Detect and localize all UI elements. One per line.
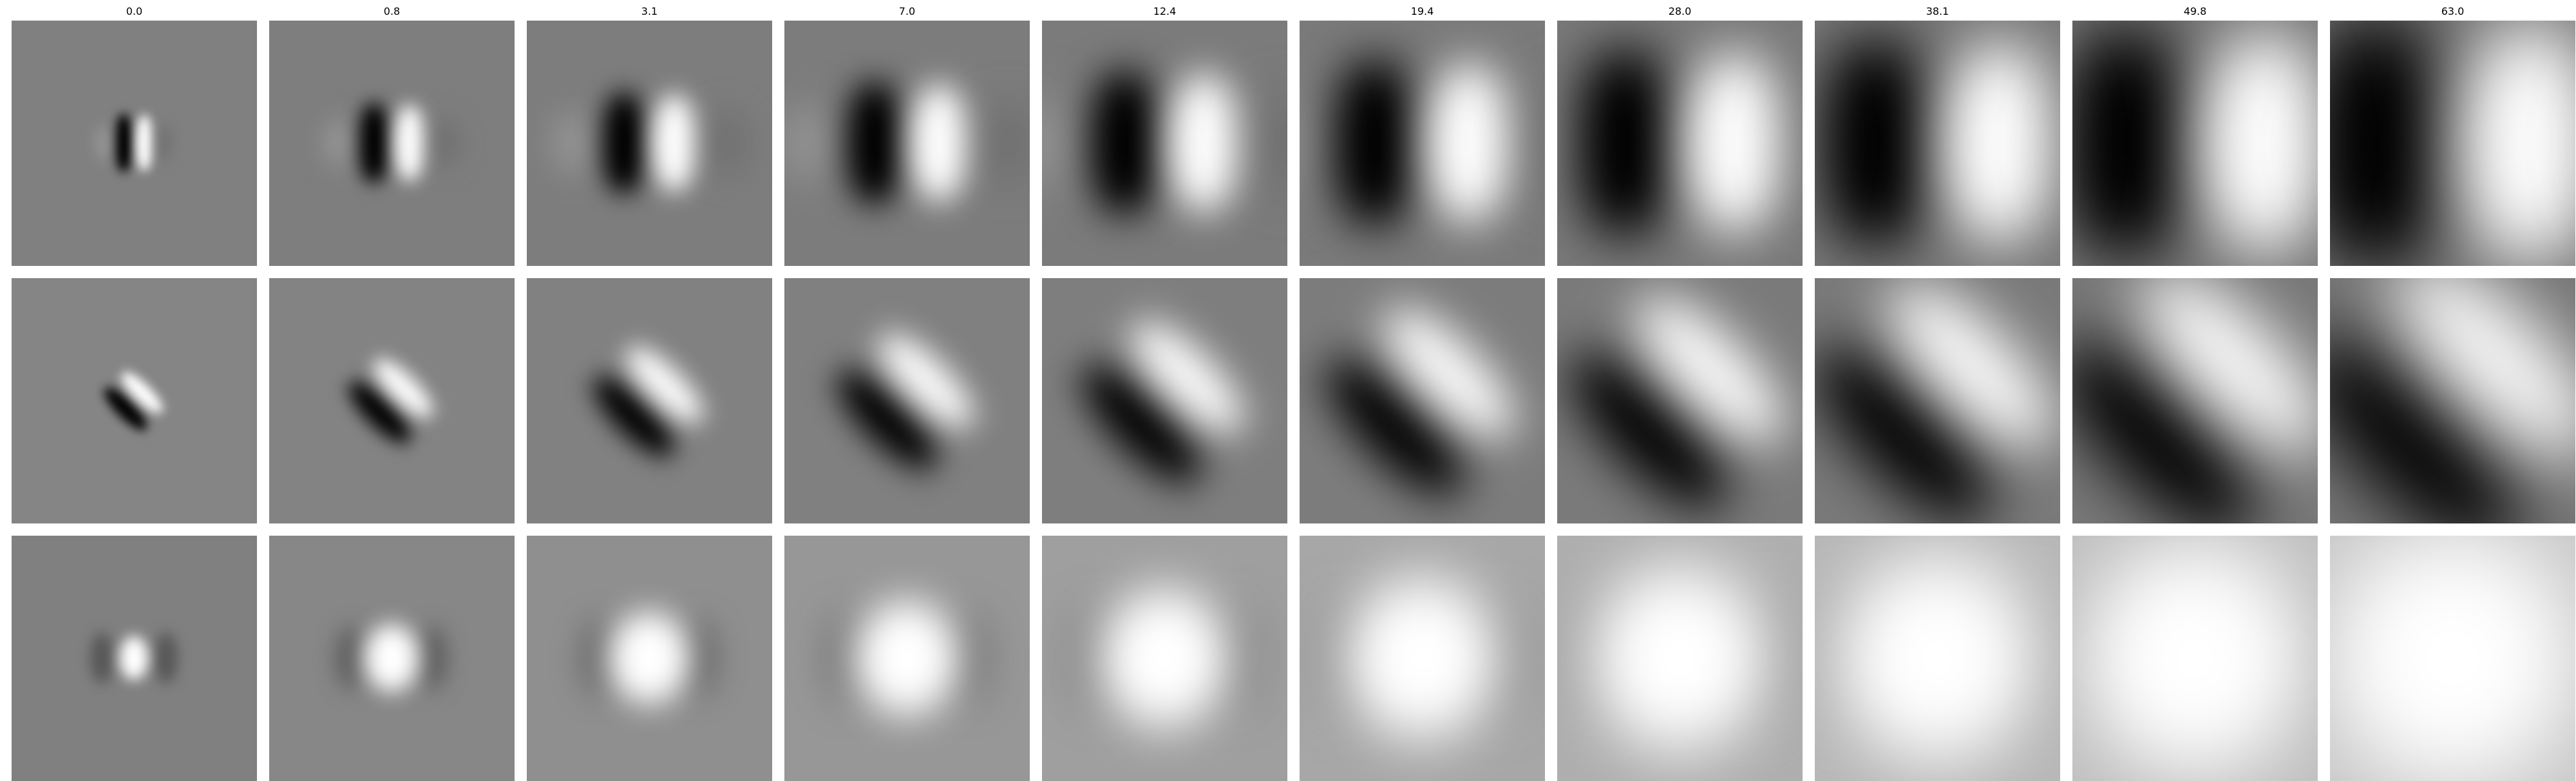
filter-blob — [155, 632, 178, 684]
image-panel-r1-c8 — [2072, 278, 2318, 523]
filter-blob — [1426, 62, 1513, 223]
filter-blob — [2078, 541, 2311, 775]
image-panel-r2-c3 — [784, 536, 1030, 781]
image-panel-r2-c7 — [1815, 536, 2060, 781]
filter-blob — [652, 93, 697, 193]
image-panel-r2-c4 — [1042, 536, 1287, 781]
image-panel-r2-c5 — [1300, 536, 1545, 781]
filter-blob — [2201, 31, 2318, 255]
image-panel-r0-c5 — [1300, 21, 1545, 266]
image-panel-r1-c1 — [269, 278, 515, 523]
image-panel-r0-c3 — [784, 21, 1030, 266]
column-title-1: 0.8 — [383, 5, 401, 17]
column-title-4: 12.4 — [1153, 5, 1177, 17]
filter-blob — [135, 115, 153, 171]
column-title-0: 0.0 — [126, 5, 143, 17]
image-panel-r1-c4 — [1042, 278, 1287, 523]
image-panel-r2-c0 — [12, 536, 257, 781]
filter-blob — [1344, 576, 1500, 740]
image-panel-r0-c2 — [527, 21, 772, 266]
column-title-5: 19.4 — [1410, 5, 1434, 17]
filter-blob — [910, 83, 969, 203]
filter-blob — [97, 125, 111, 161]
filter-blob — [115, 113, 133, 173]
filter-blob — [1815, 36, 1935, 250]
image-panel-r0-c7 — [1815, 21, 2060, 266]
filter-blob — [1329, 58, 1420, 228]
filter-blob — [120, 636, 148, 680]
filter-blob — [1942, 41, 2056, 245]
filter-blob — [431, 118, 459, 167]
filter-blob — [417, 626, 447, 690]
filter-blob — [365, 624, 419, 692]
filter-blob — [553, 111, 591, 174]
filter-blob — [2459, 21, 2575, 265]
image-panel-r1-c7 — [1815, 278, 2060, 523]
filter-blob — [843, 80, 905, 206]
filter-blob — [1532, 92, 1545, 194]
image-panel-r1-c0 — [12, 278, 257, 523]
filter-blob — [2330, 536, 2575, 781]
filter-blob — [982, 105, 1030, 181]
filter-blob — [325, 118, 352, 167]
image-panel-r2-c2 — [527, 536, 772, 781]
image-panel-r0-c9 — [2330, 21, 2575, 266]
image-panel-r0-c6 — [1557, 21, 1803, 266]
filter-blob — [90, 632, 113, 684]
filter-blob — [707, 111, 745, 174]
image-panel-r1-c5 — [1300, 278, 1545, 523]
image-panel-r0-c1 — [269, 21, 515, 266]
column-title-6: 28.0 — [1668, 5, 1692, 17]
image-panel-r0-c8 — [2072, 21, 2318, 266]
image-panel-r1-c9 — [2330, 278, 2575, 523]
filter-blob — [156, 125, 171, 161]
filter-blob — [1833, 552, 2041, 764]
filter-blob — [1589, 565, 1770, 751]
image-panel-r0-c4 — [1042, 21, 1287, 266]
image-panel-r2-c1 — [269, 536, 515, 781]
image-panel-r1-c6 — [1557, 278, 1803, 523]
filter-blob — [2330, 21, 2449, 266]
column-title-2: 3.1 — [641, 5, 658, 17]
filter-blob — [854, 600, 960, 716]
filter-blob — [600, 91, 648, 195]
filter-blob — [393, 104, 425, 182]
column-title-9: 63.0 — [2441, 5, 2465, 17]
image-panel-r1-c3 — [784, 278, 1030, 523]
image-panel-r2-c9 — [2330, 536, 2575, 781]
image-panel-r2-c6 — [1557, 536, 1803, 781]
filter-blob — [2072, 25, 2192, 261]
column-title-3: 7.0 — [898, 5, 916, 17]
column-title-7: 38.1 — [1926, 5, 1949, 17]
filter-blob — [357, 102, 390, 184]
filter-blob — [1572, 47, 1677, 239]
filter-blob — [1086, 69, 1162, 217]
filter-blob — [609, 612, 689, 704]
image-panel-r1-c2 — [527, 278, 772, 523]
filter-blob — [784, 105, 831, 181]
filter-blob — [336, 626, 366, 690]
filter-blob — [1685, 52, 1785, 234]
column-title-8: 49.8 — [2183, 5, 2207, 17]
image-panel-r2-c8 — [2072, 536, 2318, 781]
image-panel-r0-c0 — [12, 21, 257, 266]
filter-blob — [1099, 588, 1230, 728]
filter-blob — [1042, 99, 1072, 187]
filter-blob — [1257, 99, 1287, 187]
filter-blob — [1168, 73, 1241, 213]
filter-blob — [1300, 92, 1312, 194]
